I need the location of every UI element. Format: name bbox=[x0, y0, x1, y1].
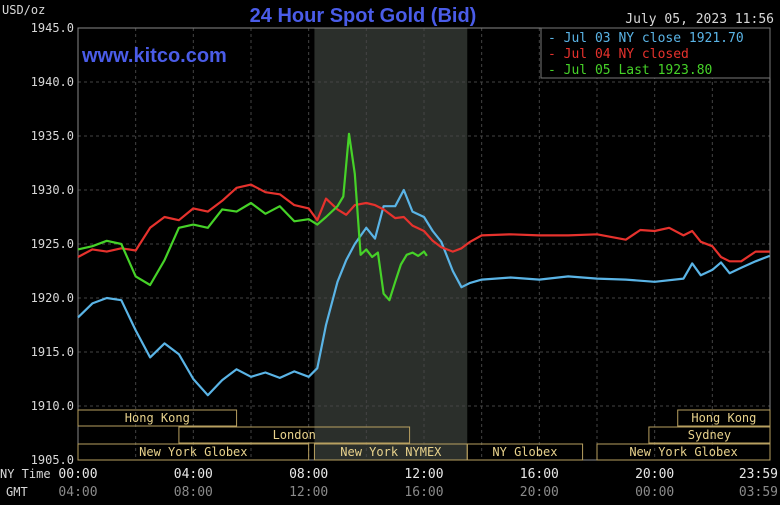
y-tick-label: 1930.0 bbox=[31, 183, 74, 197]
session-box bbox=[596, 443, 771, 461]
session-box bbox=[77, 443, 310, 461]
x-tick-gmt: 08:00 bbox=[174, 485, 213, 500]
y-tick-label: 1925.0 bbox=[31, 237, 74, 251]
session-label: NY Globex bbox=[492, 445, 557, 459]
y-tick-labels: 1945.0 1940.0 1935.0 1930.0 1925.0 1920.0 1915… bbox=[31, 21, 74, 467]
x-tick-ny: 16:00 bbox=[520, 467, 559, 482]
session-label: Hong Kong bbox=[691, 411, 756, 425]
x-tick-ny: 08:00 bbox=[289, 467, 328, 482]
session-label: New York Globex bbox=[629, 445, 737, 459]
session-box bbox=[77, 409, 238, 427]
session-label: Sydney bbox=[688, 428, 731, 442]
y-tick-label: 1920.0 bbox=[31, 291, 74, 305]
y-tick-label: 1940.0 bbox=[31, 75, 74, 89]
x-tick-gmt: 04:00 bbox=[58, 485, 97, 500]
x-tick-ny: 23:59 bbox=[739, 467, 778, 482]
gmt-label: GMT bbox=[6, 485, 28, 499]
session-label: Hong Kong bbox=[125, 411, 190, 425]
watermark: www.kitco.com bbox=[81, 45, 227, 67]
chart-title: 24 Hour Spot Gold (Bid) bbox=[250, 5, 477, 27]
x-tick-gmt: 03:59 bbox=[739, 485, 778, 500]
legend-box bbox=[540, 27, 771, 79]
x-tick-ny: 04:00 bbox=[174, 467, 213, 482]
x-tick-gmt: 00:00 bbox=[635, 485, 674, 500]
grid-lines bbox=[78, 27, 770, 461]
legend-entry: - Jul 04 NY closed bbox=[548, 47, 689, 62]
x-tick-gmt: 20:00 bbox=[520, 485, 559, 500]
series-line bbox=[77, 183, 770, 263]
session-box bbox=[677, 409, 771, 427]
session-box bbox=[466, 443, 584, 461]
y-tick-label: 1910.0 bbox=[31, 399, 74, 413]
y-tick-label: 1905.0 bbox=[31, 453, 74, 467]
y-tick-label: 1935.0 bbox=[31, 129, 74, 143]
x-axis: NY Time GMT 00:00 04:00 08:00 12:00 16:00 20:00… bbox=[0, 467, 778, 500]
market-sessions: Hong Kong Hong Kong London Sydney New York G… bbox=[77, 409, 771, 461]
session-box bbox=[648, 426, 771, 444]
x-tick-ny: 12:00 bbox=[404, 467, 443, 482]
x-tick-gmt: 12:00 bbox=[289, 485, 328, 500]
legend-entry: - Jul 05 Last 1923.80 bbox=[548, 63, 712, 78]
y-tick-label: 1945.0 bbox=[31, 21, 74, 35]
session-box bbox=[178, 426, 411, 444]
x-tick-ny: 00:00 bbox=[58, 467, 97, 482]
legend-entry: - Jul 03 NY close 1921.70 bbox=[548, 31, 744, 46]
session-label: New York NYMEX bbox=[340, 445, 442, 459]
x-tick-ny: 20:00 bbox=[635, 467, 674, 482]
series-lines bbox=[77, 132, 771, 397]
x-tick-gmt: 16:00 bbox=[404, 485, 443, 500]
timestamp: July 05, 2023 11:56 bbox=[625, 12, 774, 27]
legend: - Jul 03 NY close 1921.70- Jul 04 NY clo… bbox=[540, 27, 771, 79]
session-label: New York Globex bbox=[139, 445, 247, 459]
series-line bbox=[77, 188, 771, 397]
session-label: London bbox=[273, 428, 316, 442]
ny-time-label: NY Time bbox=[0, 467, 51, 481]
y-tick-label: 1915.0 bbox=[31, 345, 74, 359]
series-line bbox=[77, 132, 428, 302]
y-axis-label: USD/oz bbox=[2, 3, 45, 17]
